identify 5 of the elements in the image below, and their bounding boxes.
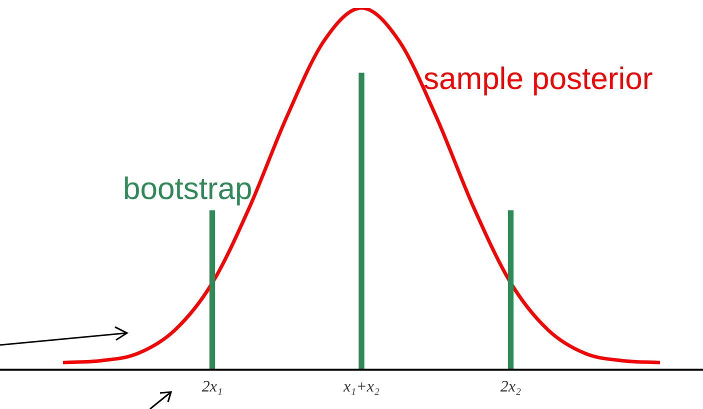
x-tick-label: 2x₁ <box>202 378 223 396</box>
x-tick-label: 2x₂ <box>500 378 522 396</box>
series-label: bootstrap <box>122 171 252 206</box>
x-tick-label: x₁+x₂ <box>342 378 380 396</box>
series-label: sample posterior <box>424 60 653 96</box>
